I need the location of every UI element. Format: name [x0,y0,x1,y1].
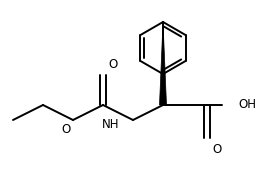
Polygon shape [159,22,167,105]
Text: O: O [212,143,221,156]
Text: O: O [108,58,117,71]
Text: NH: NH [101,118,119,132]
Text: O: O [62,123,71,136]
Text: OH: OH [238,98,256,112]
